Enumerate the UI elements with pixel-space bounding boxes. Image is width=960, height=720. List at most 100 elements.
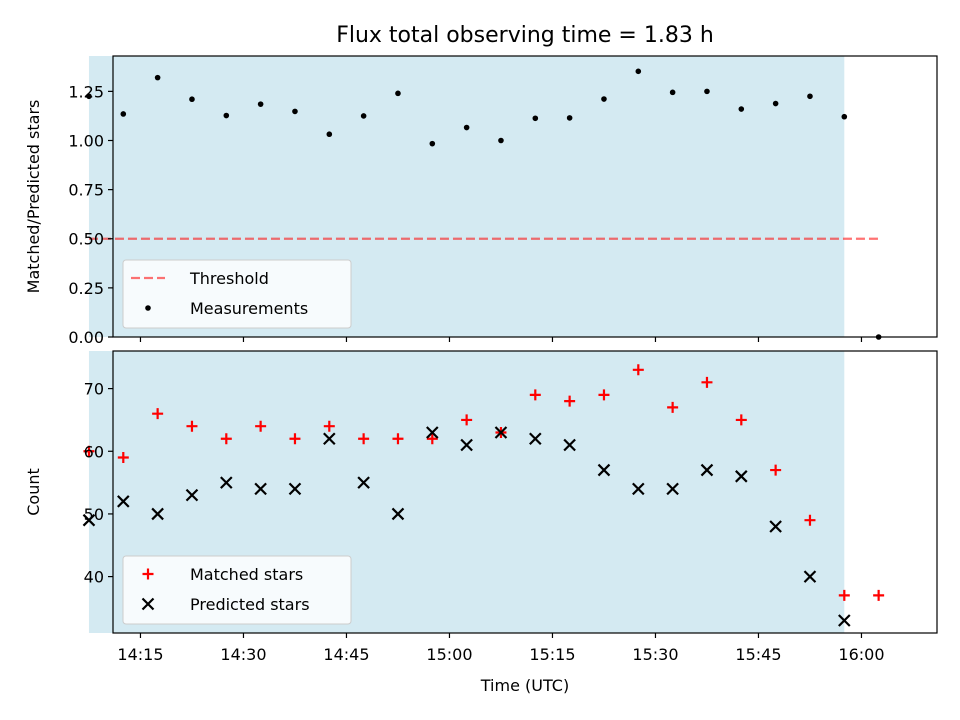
measurement-point xyxy=(772,100,779,107)
matched-star-point xyxy=(220,433,232,445)
x-tick-label: 15:45 xyxy=(735,645,781,664)
predicted-star-point xyxy=(426,426,439,439)
matched-star-point xyxy=(83,445,95,457)
predicted-star-point xyxy=(735,470,748,483)
y-axis-label: Count xyxy=(24,468,43,516)
matched-star-point xyxy=(804,514,816,526)
measurement-point xyxy=(360,113,367,119)
predicted-star-point xyxy=(597,463,611,477)
matched-star-point xyxy=(289,433,301,445)
predicted-star-point xyxy=(838,614,851,627)
measurement-point xyxy=(429,140,436,147)
x-tick-label: 16:00 xyxy=(838,645,884,664)
measurement-point xyxy=(257,101,264,107)
legend: Threshold Measurements xyxy=(122,259,352,329)
predicted-star-point xyxy=(666,482,679,496)
predicted-star-point xyxy=(117,495,130,508)
series-matched-stars xyxy=(83,364,885,601)
x-tick-label: 14:15 xyxy=(117,645,163,664)
predicted-star-point xyxy=(185,488,199,502)
measurement-point xyxy=(669,89,676,96)
measurement-point xyxy=(704,88,710,95)
predicted-star-point xyxy=(700,463,714,477)
legend-measurement-handle xyxy=(145,305,151,311)
x-tick-label: 14:30 xyxy=(220,645,266,664)
y-tick-label: 0.75 xyxy=(68,181,104,200)
measurement-point xyxy=(154,74,161,81)
measurement-point xyxy=(601,96,607,102)
predicted-star-point xyxy=(769,520,782,533)
predicted-star-point xyxy=(220,476,233,489)
matched-star-point xyxy=(529,389,541,401)
matched-star-point xyxy=(873,589,885,601)
x-tick-label: 14:45 xyxy=(323,645,369,664)
legend: Matched stars Predicted stars xyxy=(122,555,352,625)
predicted-star-point xyxy=(323,432,336,446)
matched-star-point xyxy=(667,401,679,413)
series-predicted-stars xyxy=(82,426,851,627)
predicted-star-point xyxy=(494,426,508,439)
legend-predicted-handle xyxy=(141,597,155,611)
matched-star-point xyxy=(358,433,370,445)
matched-star-point xyxy=(426,433,438,445)
measurement-point xyxy=(807,93,813,100)
x-tick-label: 15:15 xyxy=(529,645,575,664)
chart-title: Flux total observing time = 1.83 h xyxy=(336,23,714,48)
measurement-point xyxy=(841,113,848,120)
predicted-star-point xyxy=(529,432,542,446)
matched-star-point xyxy=(255,420,267,432)
bottom-panel: 40 50 60 70 14:15 14:30 14:45 15:00 15:15 15:30 15… xyxy=(24,350,938,695)
measurement-point xyxy=(189,96,195,103)
predicted-star-point xyxy=(391,507,405,521)
x-tick-label: 15:30 xyxy=(632,645,678,664)
measurement-point xyxy=(498,137,504,144)
y-tick-label: 1.00 xyxy=(68,131,104,150)
matched-star-point xyxy=(461,414,473,426)
legend-box xyxy=(122,259,352,329)
predicted-star-point xyxy=(254,482,267,496)
y-tick-label: 50 xyxy=(84,505,104,524)
predicted-star-point xyxy=(151,507,164,521)
x-tick-label: 15:00 xyxy=(426,645,472,664)
series-measurements xyxy=(86,68,882,340)
matched-star-point xyxy=(117,452,129,464)
matched-star-point xyxy=(598,389,610,401)
legend-label: Measurements xyxy=(190,299,308,318)
y-tick-label: 70 xyxy=(84,380,104,399)
matched-star-point xyxy=(152,408,164,420)
measurement-point xyxy=(635,68,642,75)
predicted-star-point xyxy=(460,438,473,452)
y-tick-label: 60 xyxy=(84,442,104,461)
y-tick-label: 1.25 xyxy=(68,82,104,101)
predicted-star-point xyxy=(563,438,576,452)
measurement-point xyxy=(86,93,92,100)
y-tick-label: 40 xyxy=(84,568,104,587)
measurement-point xyxy=(738,106,745,112)
matched-star-point xyxy=(701,376,713,388)
predicted-star-point xyxy=(288,482,302,496)
predicted-star-point xyxy=(357,476,370,489)
measurement-point xyxy=(292,108,298,115)
legend-label: Matched stars xyxy=(190,565,303,584)
measurement-point xyxy=(120,111,127,117)
legend-label: Predicted stars xyxy=(190,595,310,614)
predicted-star-point xyxy=(632,482,645,496)
measurement-point xyxy=(566,115,573,121)
legend-label: Threshold xyxy=(189,269,269,288)
matched-star-point xyxy=(632,364,644,376)
measurement-point xyxy=(223,112,230,119)
matched-star-point xyxy=(838,589,850,601)
y-axis-label: Matched/Predicted stars xyxy=(24,100,43,294)
x-axis-label: Time (UTC) xyxy=(480,676,569,695)
measurement-point xyxy=(326,131,333,138)
y-tick-label: 0.00 xyxy=(68,328,104,347)
matched-star-point xyxy=(770,464,782,476)
axes-frame xyxy=(112,55,938,338)
predicted-star-point xyxy=(82,513,96,527)
top-panel: 0.00 0.25 0.50 0.75 1.00 1.25 Matched/Predicte… xyxy=(24,55,938,347)
predicted-star-point xyxy=(803,570,817,583)
legend-matched-handle xyxy=(142,568,154,580)
measurement-point xyxy=(532,115,539,122)
matched-star-point xyxy=(186,420,198,432)
